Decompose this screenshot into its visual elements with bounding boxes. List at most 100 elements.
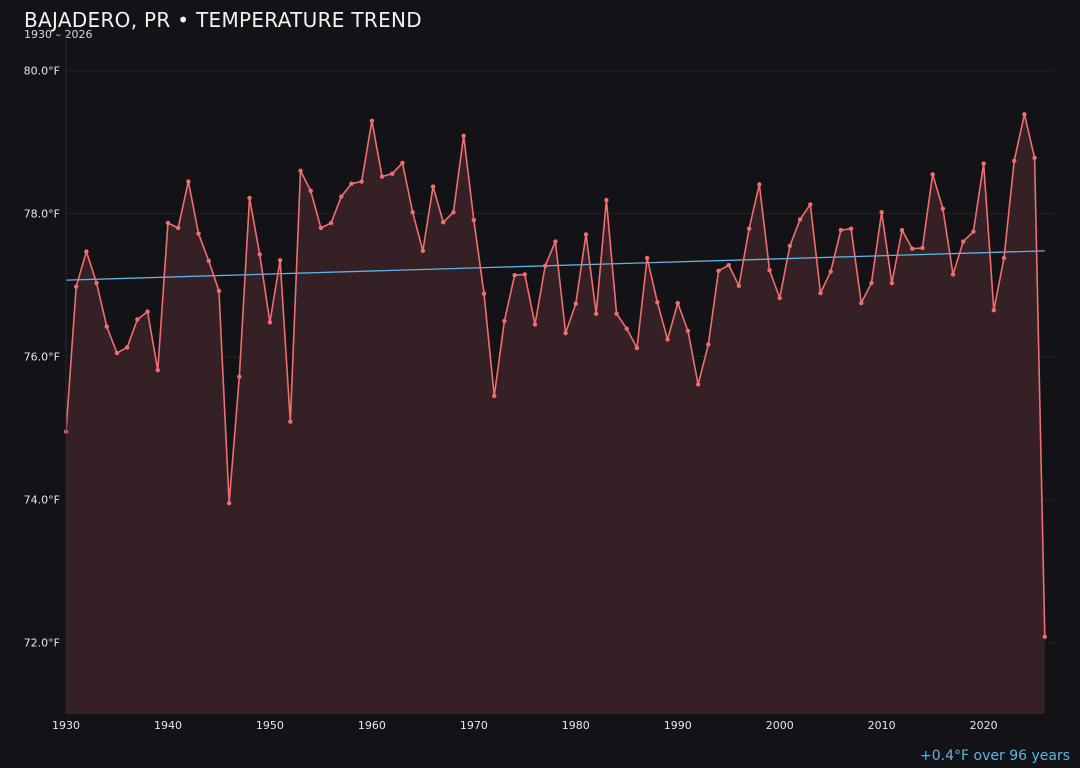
data-point [94,280,99,286]
area-fill [66,114,1045,714]
data-point [318,225,324,231]
x-tick-label: 1940 [154,719,182,732]
data-point [920,245,925,251]
data-point [155,368,160,373]
y-tick-label: 72.0°F [24,637,60,650]
y-tick-label: 80.0°F [24,65,60,78]
chart-title: BAJADERO, PR • TEMPERATURE TREND [24,8,422,32]
data-point [124,345,130,350]
data-point [257,252,262,257]
data-point [899,227,905,233]
data-point [787,243,793,249]
x-tick-label: 2000 [766,719,794,732]
x-tick-label: 1950 [256,719,284,732]
data-point [379,174,385,179]
x-tick-label: 2010 [868,719,896,732]
data-point [349,181,354,186]
data-point [145,309,150,314]
y-tick-label: 74.0°F [24,494,60,507]
data-point [135,317,140,322]
data-point [451,210,456,215]
data-point [165,220,171,226]
data-point [614,311,619,316]
data-point [267,320,273,325]
data-point [84,249,89,254]
data-point [879,210,884,215]
data-point [848,226,854,231]
data-point [777,295,782,301]
x-tick-label: 1990 [664,719,692,732]
data-point [196,231,201,236]
data-point [512,272,517,278]
data-point [950,272,956,277]
data-point [685,328,691,334]
data-points [63,112,1048,640]
data-point [828,269,833,274]
data-point [400,160,405,166]
data-point [930,172,935,177]
data-point [247,195,252,201]
data-point [1001,255,1007,261]
data-point [441,220,446,225]
data-point [369,118,375,123]
area-fill-path [66,114,1045,714]
data-point [522,272,528,277]
chart-subtitle: 1930 – 2026 [24,28,93,41]
data-point [624,326,629,331]
data-point [767,267,772,273]
data-point [288,419,293,424]
y-tick-label: 76.0°F [24,351,60,364]
data-point [308,188,313,194]
trend-summary: +0.4°F over 96 years [920,748,1070,764]
data-point [981,161,986,166]
data-point [1042,634,1048,640]
data-point [859,300,864,306]
data-point [328,220,334,226]
data-point [644,255,650,261]
data-point [604,197,609,203]
data-point [726,262,731,268]
data-point [430,184,436,189]
x-tick-label: 1970 [460,719,488,732]
data-point [991,307,997,313]
data-point [797,217,803,222]
data-point [838,227,844,233]
data-point [563,330,568,336]
data-point [716,268,721,274]
data-point [675,300,680,306]
trend-line [65,250,1045,281]
data-point [818,290,823,296]
data-point [410,210,415,215]
data-point [1012,158,1017,163]
data-point [481,291,487,296]
data-point [339,194,344,199]
data-point [420,248,426,254]
data-point [471,217,477,223]
data-point [226,500,232,506]
data-point [502,318,507,324]
data-point [757,182,762,187]
x-tick-label: 2020 [970,719,998,732]
data-point [746,226,752,231]
data-point [298,168,303,173]
data-point [114,350,120,356]
axes: 72.0°F 74.0°F 76.0°F 78.0°F 80.0°F 1930 1940 19… [24,35,998,732]
x-tick-label: 1930 [52,719,80,732]
data-point [175,225,181,231]
data-point [206,258,211,264]
data-point [971,229,976,234]
data-point [532,322,538,327]
y-tick-label: 78.0°F [24,208,60,221]
data-point [655,300,660,305]
data-point [104,324,109,329]
data-point [706,342,711,347]
x-tick-label: 1960 [358,719,386,732]
data-point [889,280,895,286]
data-point [543,263,548,269]
data-point [940,206,946,211]
data-point [593,311,599,316]
trend-line-path [65,250,1045,281]
data-point [553,239,558,244]
data-point [573,301,578,306]
data-point [583,232,589,237]
